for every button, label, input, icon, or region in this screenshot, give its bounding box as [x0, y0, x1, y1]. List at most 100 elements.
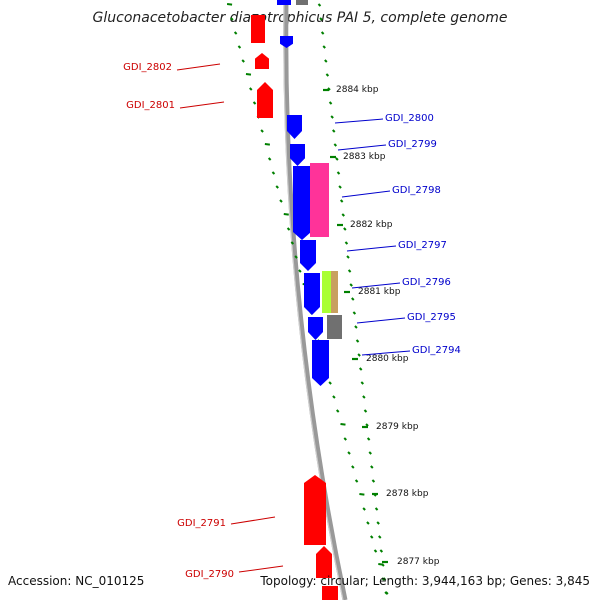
tick-mark: [341, 213, 345, 217]
gene-label-reverse: GDI_2790: [185, 569, 234, 580]
tick-mark: [339, 199, 344, 203]
tick-mark: [328, 381, 332, 385]
tick-mark: [335, 157, 339, 161]
label-leader-line: [337, 144, 387, 151]
tick-mark: [340, 423, 346, 426]
tick-mark: [365, 423, 369, 427]
tick-mark: [325, 73, 330, 77]
label-leader-line: [230, 516, 276, 525]
label-leader-line: [334, 118, 384, 124]
tick-mark: [381, 563, 385, 567]
tick-mark: [344, 241, 349, 245]
tick-mark: [371, 479, 376, 483]
tick-mark: [230, 17, 234, 21]
tick-mark: [347, 451, 351, 455]
gene-label-forward: GDI_2794: [412, 345, 461, 356]
tick-mark: [343, 437, 347, 441]
tick-mark: [355, 339, 360, 343]
gene-feature-gdi-2799: [290, 144, 305, 166]
tick-mark: [384, 591, 388, 595]
tick-mark: [362, 507, 366, 511]
genome-summary-text: Topology: circular; Length: 3,944,163 bp…: [260, 574, 590, 588]
tick-mark: [260, 129, 264, 133]
tick-mark: [290, 241, 295, 245]
tick-mark: [336, 171, 341, 175]
gene-features: [251, 0, 342, 600]
tick-mark: [366, 437, 371, 441]
gene-feature-top: [296, 0, 308, 5]
genome-backbone: [283, 0, 348, 600]
kbp-label: 2883 kbp: [343, 152, 386, 162]
tick-track-right: 2884 kbp 2883 kbp 2882 kbp 2881 kbp 2880 kbp…: [317, 3, 440, 595]
tick-mark: [226, 3, 233, 6]
gene-feature-gdi-2797: [300, 240, 316, 271]
tick-mark: [335, 409, 340, 413]
tick-mark: [374, 507, 379, 511]
label-leader-line: [346, 245, 397, 252]
tick-mark: [294, 255, 298, 259]
tick-mark: [347, 269, 352, 273]
tick-mark: [352, 311, 357, 315]
tick-mark: [275, 185, 279, 189]
gene-feature-gdi-2795: [308, 317, 323, 340]
label-leader-line: [341, 190, 391, 198]
tick-mark: [382, 577, 387, 581]
tick-mark: [358, 367, 363, 371]
tick-mark: [264, 143, 270, 146]
gene-feature-gdi-2801: [257, 82, 273, 118]
tick-mark: [237, 45, 242, 49]
tick-mark: [343, 227, 347, 231]
tick-mark: [320, 31, 325, 35]
tick-mark: [362, 395, 366, 399]
label-leader-line: [176, 63, 221, 71]
gene-label-forward: GDI_2799: [388, 139, 437, 150]
tick-mark: [376, 521, 380, 525]
gene-feature-magenta: [310, 163, 329, 237]
gene-feature-lime: [322, 271, 331, 313]
tick-mark: [333, 143, 338, 147]
tick-mark: [370, 535, 374, 539]
tick-mark: [249, 87, 253, 91]
kbp-label: 2878 kbp: [386, 489, 429, 499]
tick-mark: [279, 199, 283, 203]
gene-feature-gdi-2790: [316, 546, 332, 578]
gene-feature-grey: [327, 315, 342, 339]
tick-mark: [267, 157, 272, 161]
tick-mark: [332, 129, 336, 133]
accession-text: Accession: NC_010125: [8, 574, 145, 588]
gene-label-reverse: GDI_2801: [126, 100, 175, 111]
tick-mark: [373, 549, 378, 553]
tick-mark: [286, 227, 291, 231]
kbp-label: 2882 kbp: [350, 220, 393, 230]
tick-mark: [368, 451, 372, 455]
tick-mark: [319, 17, 323, 21]
tick-mark: [324, 59, 328, 63]
tick-mark: [332, 395, 336, 399]
tick-mark: [357, 353, 361, 357]
tick-mark: [366, 521, 370, 525]
tick-mark: [381, 577, 385, 581]
gene-label-reverse: GDI_2791: [177, 518, 226, 529]
tick-mark: [233, 31, 238, 35]
tick-mark: [354, 325, 358, 329]
gene-labels: GDI_2800 GDI_2799 GDI_2798 GDI_2797 GDI_2796…: [123, 62, 461, 580]
gene-label-reverse: GDI_2802: [123, 62, 172, 73]
tick-mark: [328, 101, 333, 105]
gene-label-forward: GDI_2797: [398, 240, 447, 251]
gene-feature-gdi-2802: [255, 53, 269, 69]
label-leader-line: [179, 101, 225, 109]
gene-feature-reverse: [251, 15, 265, 43]
label-leader-line: [356, 317, 406, 324]
gene-feature-tan: [331, 271, 338, 313]
tick-mark: [354, 479, 359, 483]
label-leader-line: [361, 350, 411, 356]
kbp-label: 2877 kbp: [397, 557, 440, 567]
gene-feature-gdi-2796: [304, 273, 320, 315]
tick-mark: [245, 73, 252, 76]
tick-mark: [271, 171, 276, 175]
gene-label-forward: GDI_2796: [402, 277, 451, 288]
gene-label-forward: GDI_2795: [407, 312, 456, 323]
tick-mark: [317, 3, 322, 7]
kbp-label: 2881 kbp: [358, 287, 401, 297]
